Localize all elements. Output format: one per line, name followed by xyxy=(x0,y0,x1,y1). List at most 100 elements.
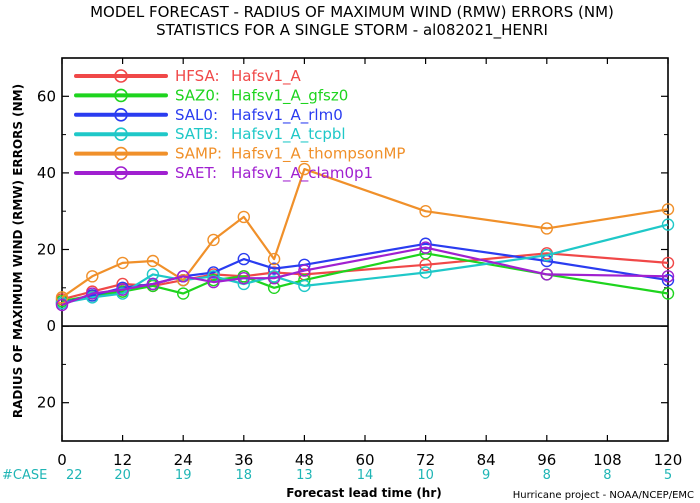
legend-swatch-marker xyxy=(114,127,128,141)
series-saet xyxy=(55,241,675,312)
x-tick-label: 24 xyxy=(174,451,193,469)
legend: HFSA: Hafsv1_A SAZ0: Hafsv1_A_gfsz0 SAL0: Haf… xyxy=(74,67,405,183)
legend-series-code: SATB: xyxy=(175,125,218,143)
credit-text: Hurricane project - NOAA/NCEP/EMC xyxy=(513,490,694,501)
legend-entry: SAL0: Hafsv1_A_rlm0 xyxy=(74,106,343,125)
data-point xyxy=(116,256,129,270)
data-point xyxy=(86,291,99,304)
data-point xyxy=(661,203,675,216)
data-point xyxy=(146,268,160,281)
data-point xyxy=(267,262,281,275)
x-tick-label: 96 xyxy=(537,451,556,469)
y-axis-ticks: 20 0 20 40 60 xyxy=(37,57,668,442)
data-point xyxy=(176,270,190,283)
data-point xyxy=(55,298,69,312)
data-point xyxy=(237,252,251,266)
legend-series-code: SAL0: xyxy=(175,106,218,124)
data-point xyxy=(207,233,220,247)
legend-series-label: Hafsv1_A_tcpbl xyxy=(231,125,346,144)
data-point xyxy=(298,279,311,293)
data-point xyxy=(661,273,675,287)
legend-entry: SATB: Hafsv1_A_tcpbl xyxy=(74,125,346,144)
y-tick-label: 20 xyxy=(37,241,56,259)
legend-series-label: Hafsv1_A xyxy=(231,67,301,86)
y-tick-label: 60 xyxy=(37,87,56,105)
data-point xyxy=(237,210,251,224)
data-point xyxy=(419,241,432,254)
chart-subtitle: STATISTICS FOR A SINGLE STORM - al082021… xyxy=(156,21,548,40)
x-tick-label: 60 xyxy=(355,451,374,469)
data-point xyxy=(146,277,160,291)
data-point xyxy=(207,266,220,279)
case-count: 8 xyxy=(603,468,611,483)
legend-series-code: SAZ0: xyxy=(175,86,220,104)
data-point xyxy=(661,218,675,231)
legend-entry: SAET: Hafsv1_A_clam0p1 xyxy=(74,164,373,183)
y-tick-label: 0 xyxy=(46,317,56,335)
x-tick-label: 72 xyxy=(416,451,435,469)
x-tick-label: 120 xyxy=(654,451,683,469)
legend-series-label: Hafsv1_A_thompsonMP xyxy=(231,145,405,164)
data-point xyxy=(146,254,160,268)
x-axis-ticks: 0 12 24 36 48 60 72 84 96 108 120 xyxy=(57,58,682,469)
x-tick-label: 108 xyxy=(593,451,622,469)
data-point xyxy=(267,272,281,285)
legend-series-label: Hafsv1_A_gfsz0 xyxy=(231,86,348,105)
data-point xyxy=(540,249,553,262)
data-point xyxy=(661,287,675,300)
data-point xyxy=(298,264,311,277)
y-axis-label: RADIUS OF MAXIMUM WIND (RMW) ERRORS (NM) xyxy=(11,84,25,418)
case-count: 8 xyxy=(543,468,551,483)
data-point xyxy=(661,256,675,270)
data-point xyxy=(86,270,99,283)
data-point xyxy=(540,268,553,281)
case-count: 10 xyxy=(417,468,434,483)
legend-entry: SAMP: Hafsv1_A_thompsonMP xyxy=(74,145,405,164)
case-count: 18 xyxy=(236,468,253,483)
data-point xyxy=(267,252,281,266)
data-point xyxy=(237,272,251,285)
series-sal0 xyxy=(55,237,675,310)
data-point xyxy=(419,237,432,250)
legend-swatch-marker xyxy=(114,146,128,161)
data-point xyxy=(207,275,220,289)
data-point xyxy=(419,204,432,218)
data-point xyxy=(419,266,432,279)
data-point xyxy=(298,162,311,176)
data-point xyxy=(176,273,190,287)
case-count: 20 xyxy=(114,468,131,483)
case-count: 9 xyxy=(482,468,490,483)
x-axis-label: Forecast lead time (hr) xyxy=(286,486,442,500)
legend-entry: HFSA: Hafsv1_A xyxy=(74,67,301,86)
series-layer xyxy=(55,162,675,312)
case-count: 14 xyxy=(357,468,374,483)
chart-title: MODEL FORECAST - RADIUS OF MAXIMUM WIND … xyxy=(90,3,614,21)
legend-series-label: Hafsv1_A_rlm0 xyxy=(231,106,343,125)
legend-swatch-marker xyxy=(114,69,128,83)
legend-series-code: SAMP: xyxy=(175,145,222,163)
legend-series-code: HFSA: xyxy=(175,67,220,85)
data-point xyxy=(116,283,129,296)
data-point xyxy=(55,291,69,304)
case-count: 22 xyxy=(66,468,83,483)
data-point xyxy=(86,287,99,300)
data-point xyxy=(116,287,129,300)
x-tick-label: 36 xyxy=(234,451,253,469)
case-count-row: #CASE 22 20 19 18 13 14 10 9 8 8 5 xyxy=(2,468,672,483)
legend-swatch-marker xyxy=(114,108,128,122)
legend-swatch-marker xyxy=(114,88,128,103)
case-count: 5 xyxy=(664,468,672,483)
x-tick-label: 0 xyxy=(57,451,67,469)
x-tick-label: 12 xyxy=(113,451,132,469)
legend-series-code: SAET: xyxy=(175,164,217,182)
case-label: #CASE xyxy=(2,468,47,483)
data-point xyxy=(176,287,190,300)
legend-swatch-marker xyxy=(114,166,128,180)
case-count: 19 xyxy=(175,468,192,483)
data-point xyxy=(540,222,553,235)
legend-entry: SAZ0: Hafsv1_A_gfsz0 xyxy=(74,86,348,105)
legend-series-label: Hafsv1_A_clam0p1 xyxy=(231,164,373,183)
case-count: 13 xyxy=(296,468,313,483)
x-tick-label: 84 xyxy=(477,451,496,469)
